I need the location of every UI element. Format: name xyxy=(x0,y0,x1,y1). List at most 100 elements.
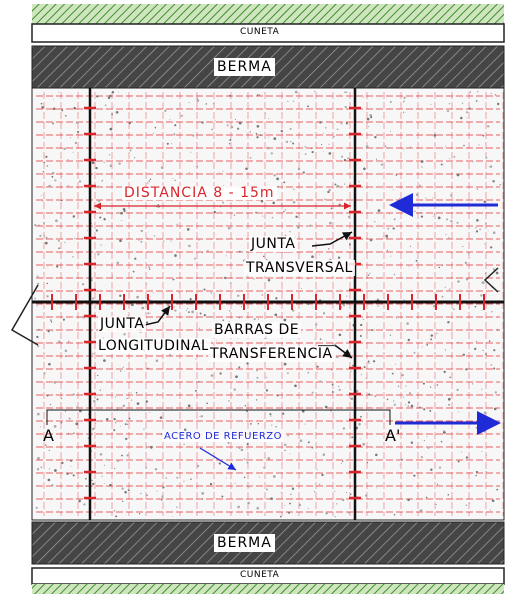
aggregate-speck xyxy=(346,295,348,297)
aggregate-speck xyxy=(320,143,323,145)
rebar-grid xyxy=(36,92,504,516)
aggregate-speck xyxy=(233,388,236,391)
aggregate-speck xyxy=(189,171,191,174)
aggregate-speck xyxy=(331,369,333,371)
aggregate-speck xyxy=(396,202,398,204)
aggregate-speck xyxy=(176,476,179,479)
aggregate-speck xyxy=(174,179,176,182)
aggregate-speck xyxy=(492,268,496,271)
aggregate-speck xyxy=(410,441,414,444)
aggregate-speck xyxy=(105,458,108,461)
section-cut-line xyxy=(46,409,391,425)
aggregate-speck xyxy=(302,171,305,174)
aggregate-speck xyxy=(492,231,496,235)
aggregate-speck xyxy=(426,436,428,438)
aggregate-speck xyxy=(292,309,295,312)
aggregate-speck xyxy=(222,170,224,172)
aggregate-speck xyxy=(78,499,81,503)
aggregate-speck xyxy=(261,294,263,296)
aggregate-speck xyxy=(42,121,44,123)
aggregate-speck xyxy=(134,157,136,159)
aggregate-speck xyxy=(48,449,50,452)
aggregate-speck xyxy=(130,399,133,401)
aggregate-speck xyxy=(184,428,187,431)
aggregate-speck xyxy=(270,415,272,417)
aggregate-speck xyxy=(490,92,492,94)
aggregate-speck xyxy=(360,415,362,418)
aggregate-speck xyxy=(270,497,273,500)
aggregate-speck xyxy=(55,219,58,223)
transverse-joint-label-line2: TRANSVERSAL xyxy=(244,260,355,276)
aggregate-speck xyxy=(40,194,42,197)
aggregate-speck xyxy=(399,464,401,466)
aggregate-speck xyxy=(85,485,88,488)
aggregate-speck xyxy=(366,276,368,278)
aggregate-speck xyxy=(476,219,479,222)
aggregate-speck xyxy=(206,402,209,405)
aggregate-speck xyxy=(72,393,75,396)
aggregate-speck xyxy=(120,211,123,215)
aggregate-speck xyxy=(375,158,378,160)
aggregate-speck xyxy=(258,476,260,478)
aggregate-speck xyxy=(227,226,231,230)
aggregate-speck xyxy=(286,372,289,375)
aggregate-speck xyxy=(122,404,126,408)
aggregate-speck xyxy=(384,145,387,147)
aggregate-speck xyxy=(269,498,271,500)
aggregate-speck xyxy=(246,410,248,413)
aggregate-speck xyxy=(475,227,477,229)
aggregate-speck xyxy=(194,389,197,392)
aggregate-speck xyxy=(44,241,48,245)
aggregate-speck xyxy=(475,230,479,233)
aggregate-speck xyxy=(113,429,116,432)
aggregate-speck xyxy=(201,498,204,500)
aggregate-speck xyxy=(68,417,71,420)
dowel-bars-label-line1: BARRAS DE xyxy=(212,322,302,338)
aggregate-speck xyxy=(256,376,259,379)
aggregate-speck xyxy=(85,477,87,480)
aggregate-speck xyxy=(447,320,450,324)
aggregate-speck xyxy=(81,283,85,286)
aggregate-speck xyxy=(180,370,182,372)
aggregate-speck xyxy=(105,418,109,421)
aggregate-speck xyxy=(146,494,148,496)
aggregate-speck xyxy=(448,404,450,406)
aggregate-speck xyxy=(83,503,86,506)
aggregate-speck xyxy=(366,117,370,121)
aggregate-speck xyxy=(425,197,427,199)
aggregate-speck xyxy=(462,353,465,356)
aggregate-speck xyxy=(272,201,275,205)
aggregate-speck xyxy=(485,470,487,473)
aggregate-speck xyxy=(61,109,64,112)
aggregate-speck xyxy=(121,220,123,221)
aggregate-speck xyxy=(237,127,240,130)
aggregate-speck xyxy=(463,144,465,147)
aggregate-speck xyxy=(81,237,83,239)
aggregate-speck xyxy=(67,184,69,187)
aggregate-speck xyxy=(487,230,489,232)
aggregate-speck xyxy=(273,137,277,140)
aggregate-speck xyxy=(355,389,359,393)
aggregate-speck xyxy=(430,338,433,341)
aggregate-speck xyxy=(292,142,295,145)
aggregate-speck xyxy=(296,224,299,228)
aggregate-speck xyxy=(373,329,375,331)
aggregate-speck xyxy=(259,134,262,137)
aggregate-speck xyxy=(196,165,199,168)
aggregate-speck xyxy=(338,203,341,206)
distance-label: DISTANCIA 8 - 15m xyxy=(122,185,277,201)
aggregate-speck xyxy=(103,464,105,466)
aggregate-speck xyxy=(262,255,265,258)
aggregate-speck xyxy=(418,509,420,511)
aggregate-speck xyxy=(270,152,273,155)
aggregate-speck xyxy=(446,110,450,113)
top-berma-label: BERMA xyxy=(214,58,275,76)
bottom-berma-label: BERMA xyxy=(214,534,275,552)
aggregate-speck xyxy=(143,428,145,430)
aggregate-speck xyxy=(449,376,451,379)
aggregate-speck xyxy=(492,180,495,183)
aggregate-speck xyxy=(246,461,249,464)
aggregate-speck xyxy=(488,166,490,168)
aggregate-speck xyxy=(72,215,75,218)
aggregate-speck xyxy=(146,321,149,324)
